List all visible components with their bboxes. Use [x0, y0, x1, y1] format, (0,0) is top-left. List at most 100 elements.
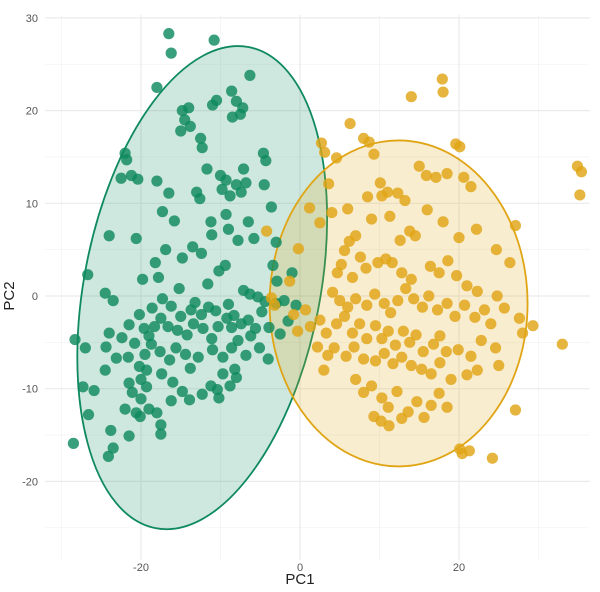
- data-point: [331, 267, 343, 279]
- data-point: [261, 225, 273, 237]
- data-point: [368, 148, 380, 160]
- data-point: [427, 338, 440, 350]
- data-point: [187, 241, 199, 253]
- data-point: [187, 318, 200, 330]
- data-point: [226, 321, 238, 334]
- data-point: [183, 394, 196, 406]
- data-point: [425, 399, 437, 411]
- data-point: [405, 359, 417, 372]
- data-point: [405, 91, 417, 103]
- data-point: [165, 300, 177, 312]
- data-point: [420, 169, 433, 182]
- data-point: [162, 320, 174, 333]
- data-point: [145, 338, 157, 350]
- data-point: [475, 334, 487, 347]
- data-point: [376, 392, 388, 404]
- data-point: [361, 191, 374, 203]
- data-point: [441, 297, 453, 310]
- data-point: [205, 216, 217, 228]
- data-point: [271, 275, 283, 287]
- data-point: [148, 320, 161, 333]
- data-point: [185, 304, 197, 316]
- data-point: [170, 342, 182, 354]
- data-point: [237, 163, 250, 175]
- data-point: [208, 34, 220, 46]
- data-point: [197, 322, 209, 335]
- data-point: [175, 310, 187, 322]
- data-point: [408, 293, 420, 305]
- data-point: [425, 368, 437, 380]
- data-point: [452, 344, 464, 356]
- data-point: [346, 327, 359, 339]
- data-point: [211, 384, 223, 396]
- data-point: [365, 380, 378, 392]
- data-point: [184, 120, 196, 132]
- data-point: [82, 269, 94, 281]
- data-point: [434, 357, 446, 369]
- data-point: [392, 295, 404, 307]
- data-point: [100, 341, 112, 353]
- x-axis-tick-labels: -20 0 20: [133, 562, 465, 574]
- data-point: [436, 73, 448, 85]
- data-point: [103, 327, 115, 339]
- data-point: [326, 206, 338, 219]
- data-point: [232, 234, 244, 246]
- data-point: [229, 363, 241, 375]
- data-point: [490, 244, 502, 256]
- data-point: [122, 351, 134, 363]
- data-point: [417, 346, 429, 358]
- data-point: [369, 288, 381, 300]
- data-point: [340, 350, 352, 362]
- data-point: [222, 298, 235, 310]
- data-point: [556, 338, 568, 350]
- data-point: [256, 306, 268, 318]
- data-point: [115, 172, 127, 184]
- data-point: [219, 259, 231, 272]
- data-point: [363, 136, 375, 148]
- data-point: [116, 332, 128, 344]
- data-point: [416, 363, 428, 375]
- data-point: [382, 401, 394, 413]
- data-point: [469, 311, 481, 323]
- data-point: [409, 230, 421, 242]
- cluster-ellipses: [76, 45, 529, 531]
- data-point: [304, 320, 316, 333]
- data-point: [424, 260, 436, 272]
- data-point: [192, 351, 204, 363]
- data-point: [242, 216, 254, 228]
- data-point: [354, 318, 366, 330]
- data-point: [437, 86, 449, 98]
- data-point: [458, 171, 470, 183]
- data-point: [126, 386, 138, 399]
- data-point: [176, 385, 188, 398]
- data-point: [129, 337, 141, 349]
- data-point: [175, 125, 187, 137]
- data-point: [135, 393, 147, 405]
- data-point: [176, 252, 188, 264]
- data-point: [210, 305, 222, 317]
- x-tick-label: 20: [453, 562, 465, 574]
- data-point: [346, 271, 359, 284]
- data-point: [453, 231, 465, 244]
- data-point: [123, 319, 135, 331]
- data-point: [342, 203, 354, 215]
- data-point: [217, 351, 229, 363]
- data-point: [268, 299, 281, 311]
- data-point: [222, 223, 235, 235]
- data-point: [67, 437, 80, 449]
- data-point: [230, 371, 242, 384]
- data-point: [411, 396, 423, 408]
- data-point: [133, 308, 146, 321]
- data-point: [413, 160, 425, 172]
- data-point: [82, 409, 95, 421]
- data-point: [400, 282, 412, 295]
- data-point: [217, 368, 229, 380]
- data-point: [361, 299, 373, 311]
- data-point: [410, 329, 422, 341]
- data-point: [374, 177, 386, 189]
- data-point: [382, 325, 394, 337]
- data-point: [216, 183, 228, 195]
- data-point: [330, 152, 343, 164]
- data-point: [265, 201, 277, 213]
- data-point: [154, 346, 166, 358]
